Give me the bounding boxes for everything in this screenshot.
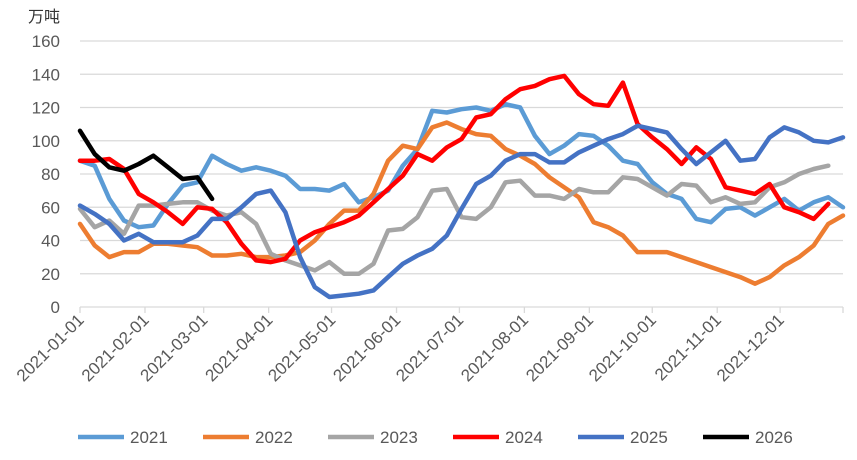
y-tick-label: 120: [32, 99, 60, 118]
y-tick-label: 80: [41, 165, 60, 184]
series-line-2021: [77, 101, 846, 230]
x-tick-label: 2021-05-01: [264, 310, 339, 385]
y-tick-label: 160: [32, 32, 60, 51]
y-tick-label: 60: [41, 198, 60, 217]
x-tick-label: 2021-10-01: [585, 310, 660, 385]
series-lines: [77, 73, 846, 300]
x-tick-label: 2021-01-01: [13, 310, 88, 385]
x-tick-label: 2021-08-01: [457, 310, 532, 385]
y-axis-unit-label: 万吨: [28, 8, 60, 26]
legend: 2021 2022 2023 2024 2025 2026: [78, 428, 793, 447]
y-tick-label: 140: [32, 65, 60, 84]
x-tick-label: 2021-07-01: [392, 310, 467, 385]
y-tick-label: 40: [41, 232, 60, 251]
series-line-2022: [77, 120, 846, 286]
y-axis-ticks: 0 20 40 60 80 100 120 140 160: [32, 32, 60, 317]
x-axis: 2021-01-012021-02-012021-03-012021-04-01…: [13, 306, 844, 385]
series-line-2026: [77, 128, 215, 202]
series-line-2025: [77, 123, 846, 300]
legend-label-2023: 2023: [380, 428, 418, 447]
x-tick-label: 2021-12-01: [713, 310, 788, 385]
series-line-2024: [77, 73, 831, 265]
y-tick-label: 20: [41, 265, 60, 284]
legend-label-2021: 2021: [130, 428, 168, 447]
legend-label-2024: 2024: [505, 428, 543, 447]
legend-label-2025: 2025: [630, 428, 668, 447]
legend-label-2022: 2022: [255, 428, 293, 447]
legend-label-2026: 2026: [755, 428, 793, 447]
y-tick-label: 0: [51, 298, 60, 317]
y-tick-label: 100: [32, 132, 60, 151]
